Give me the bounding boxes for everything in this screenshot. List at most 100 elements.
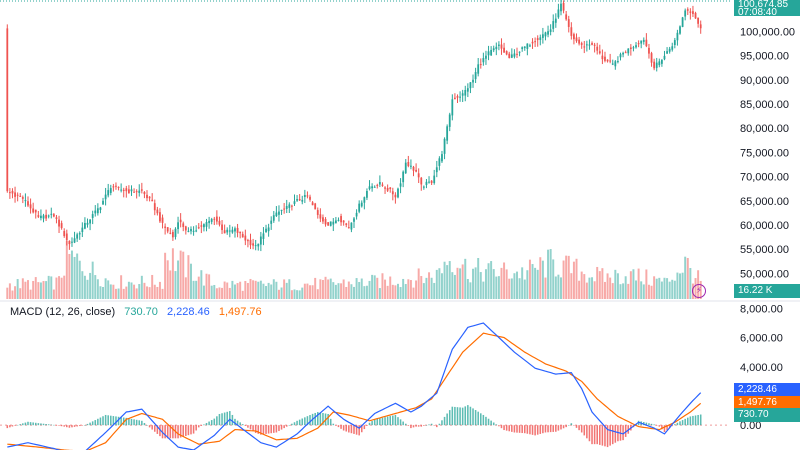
histogram-bar [86, 423, 89, 426]
candle-body [585, 44, 588, 46]
histogram-bar [262, 425, 265, 435]
volume-bar [16, 279, 19, 299]
volume-bar [572, 261, 575, 299]
volume-bar [161, 288, 164, 299]
histogram-bar [521, 425, 523, 434]
histogram-bar [653, 424, 655, 426]
candle-body [55, 217, 58, 220]
volume-bar [508, 278, 511, 299]
histogram-bar [159, 425, 161, 437]
volume-bar [554, 276, 557, 299]
candle-body [73, 238, 76, 243]
volume-bar [386, 285, 389, 299]
volume-bar [262, 283, 265, 299]
candle-body [120, 189, 123, 191]
candle-body [676, 32, 679, 41]
histogram-bar [81, 425, 84, 426]
candle-body [601, 55, 604, 60]
volume-bar [360, 278, 363, 299]
candle-body [221, 224, 223, 231]
histogram-bar [441, 420, 443, 426]
volume-bar [650, 285, 653, 299]
candle-body [270, 220, 273, 224]
histogram-bar [34, 422, 37, 426]
histogram-bar [6, 425, 9, 429]
price-tick-label: 70,000.00 [740, 172, 789, 184]
histogram-bar [596, 425, 598, 445]
volume-bar [461, 264, 464, 299]
histogram-bar [133, 419, 135, 426]
candle-body [503, 47, 505, 53]
volume-bar [6, 287, 9, 299]
candle-body [355, 212, 358, 217]
price-tick-label: 95,000.00 [740, 51, 789, 63]
volume-bar [76, 253, 79, 299]
candle-body [278, 211, 280, 215]
macd-legend-macd-value: 2,228.46 [166, 306, 210, 318]
candle-body [689, 11, 692, 13]
price-panel[interactable]: 100,000.00 95,000.00 90,000.00 85,000.00 80,… [0, 0, 800, 302]
candle-body [459, 96, 461, 98]
histogram-bar [570, 423, 573, 426]
histogram-bar [353, 425, 355, 434]
candle-body [485, 55, 487, 59]
candle-body [236, 227, 239, 233]
histogram-bar [112, 416, 115, 426]
volume-bar [319, 279, 322, 299]
candle-body [466, 88, 469, 92]
histogram-bar [283, 425, 285, 429]
volume-bar [29, 289, 32, 299]
volume-bar [78, 260, 81, 299]
volume-bar [477, 258, 480, 299]
lightning-icon[interactable]: ⚡ [692, 284, 706, 298]
candle-body [505, 51, 508, 55]
candle-body [138, 190, 141, 193]
volume-bar [239, 281, 242, 299]
volume-bar [619, 284, 622, 299]
candle-body [578, 39, 581, 44]
candle-body [76, 234, 79, 239]
candle-body [552, 21, 555, 29]
volume-bar [629, 271, 632, 299]
histogram-bar [71, 425, 73, 428]
last-price-badge: 100,674.85 07:08:40 [734, 0, 800, 16]
candle-body [570, 27, 573, 36]
histogram-bar [254, 425, 257, 433]
candle-body [547, 31, 549, 35]
volume-bar [316, 289, 319, 299]
histogram-bar [492, 422, 495, 426]
candle-body [203, 224, 205, 228]
volume-bar [218, 287, 221, 299]
candle-body [671, 46, 674, 50]
volume-bar [422, 283, 425, 299]
histogram-bar [102, 416, 104, 426]
histogram-bar [650, 423, 653, 426]
volume-bar [135, 288, 138, 299]
histogram-bar [500, 425, 503, 429]
volume-bar [215, 288, 218, 299]
candle-body [622, 52, 624, 55]
candle-body [679, 26, 681, 34]
volume-bar [34, 277, 37, 299]
candle-body [259, 236, 262, 245]
candle-body [316, 210, 319, 215]
candle-body [438, 158, 441, 166]
volume-bar [528, 259, 531, 299]
volume-badge: 16.22 K [734, 284, 800, 298]
histogram-bar [464, 406, 467, 426]
histogram-bar [542, 425, 544, 434]
histogram-bar [614, 425, 617, 443]
histogram-bar [185, 425, 187, 436]
histogram-bar [611, 425, 614, 445]
candle-body [190, 228, 192, 232]
histogram-bar [402, 421, 404, 426]
volume-bar [146, 286, 148, 299]
histogram-bar [322, 413, 324, 426]
volume-bar [363, 286, 366, 299]
volume-bar [130, 282, 133, 299]
candle-body [366, 190, 368, 198]
histogram-bar [495, 424, 498, 426]
histogram-bar [122, 417, 125, 426]
volume-bar [272, 279, 275, 299]
